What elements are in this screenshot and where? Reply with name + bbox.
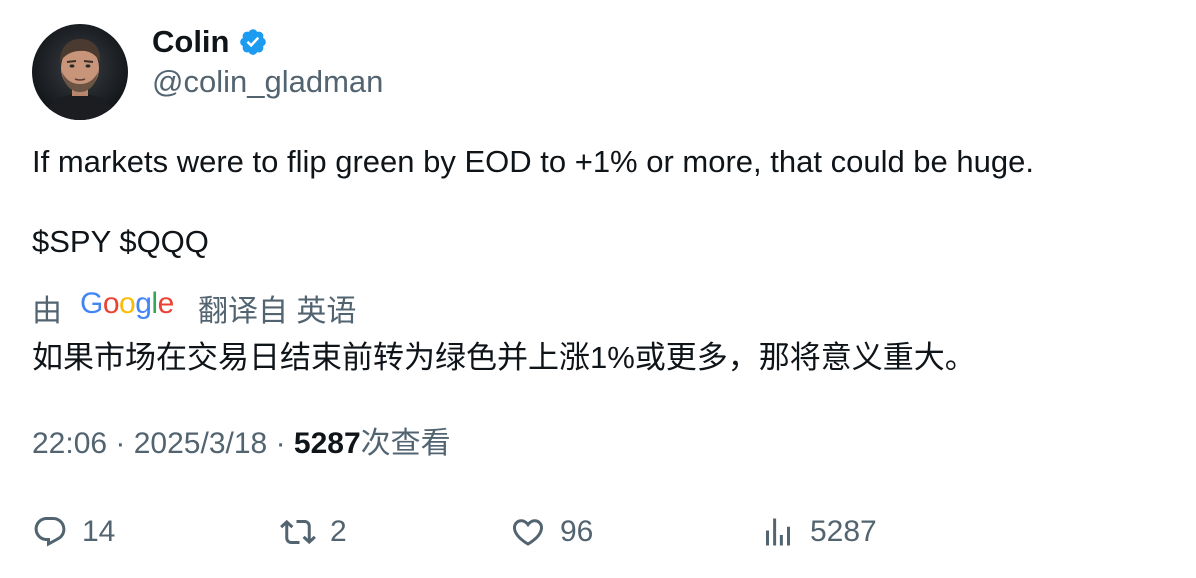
reply-count: 14 — [82, 515, 116, 548]
author-handle[interactable]: @colin_gladman — [152, 64, 384, 99]
retweet-count: 2 — [330, 515, 347, 548]
retweet-icon — [280, 514, 316, 550]
views-count: 5287 — [293, 427, 361, 460]
reply-icon — [32, 514, 68, 550]
meta-separator: · — [115, 427, 134, 460]
views-button[interactable]: 5287 — [760, 512, 877, 552]
author-display-name[interactable]: Colin — [152, 24, 230, 59]
meta-separator: · — [275, 427, 294, 460]
views-label: 次查看 — [360, 427, 451, 460]
tweet-time[interactable]: 22:06 — [32, 427, 108, 460]
translated-from-label[interactable]: 翻译自 英语 — [198, 295, 357, 328]
name-row: Colin — [152, 24, 383, 60]
analytics-icon — [760, 514, 796, 550]
tweet-text-line-1: If markets were to flip green by EOD to … — [32, 144, 1034, 179]
translation-attribution: 由 Google 翻译自 英语 — [32, 287, 357, 329]
tweet-meta: 22:06 · 2025/3/18 · 5287次查看 — [32, 424, 451, 464]
heart-icon — [510, 514, 546, 550]
tweet: Colin @colin_gladman If markets were to … — [32, 24, 1172, 548]
tweet-text-cashtags[interactable]: $SPY $QQQ — [32, 224, 209, 259]
tweet-header: Colin @colin_gladman — [32, 24, 1172, 120]
translated-text: 如果市场在交易日结束前转为绿色并上涨1%或更多，那将意义重大。 — [32, 340, 976, 375]
verified-badge-icon — [238, 27, 268, 57]
tweet-date[interactable]: 2025/3/18 — [133, 427, 268, 460]
like-count: 96 — [560, 515, 594, 548]
reply-button[interactable]: 14 — [32, 512, 115, 552]
tweet-actions: 14 2 96 5287 — [32, 512, 1172, 552]
views-action-count: 5287 — [810, 515, 877, 548]
retweet-button[interactable]: 2 — [280, 512, 347, 552]
like-button[interactable]: 96 — [510, 512, 593, 552]
translation-prefix: 由 — [32, 295, 62, 328]
avatar[interactable] — [32, 24, 128, 120]
google-logo-icon: Google — [80, 287, 178, 329]
svg-text:Google: Google — [80, 287, 174, 320]
author-names: Colin @colin_gladman — [152, 24, 383, 100]
